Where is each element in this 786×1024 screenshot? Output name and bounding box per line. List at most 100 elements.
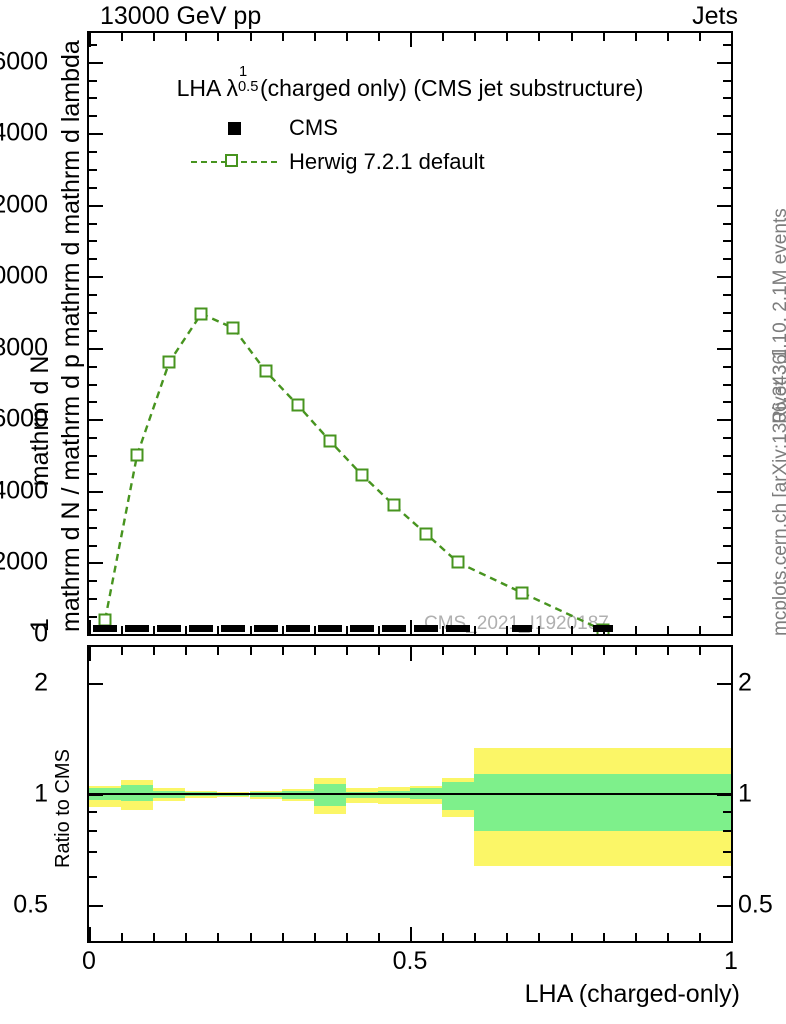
axis-tick [89,97,97,100]
axis-tick [723,401,731,404]
axis-tick [717,276,731,279]
axis-tick [723,598,731,601]
axis-tick [410,620,412,634]
legend-label-cms: CMS [289,115,338,140]
axis-tick [538,933,541,941]
axis-tick [698,933,701,941]
axis-tick [89,419,103,422]
axis-tick [723,508,731,511]
axis-tick [442,626,445,634]
axis-tick [89,526,97,529]
axis-tick [666,647,669,655]
axis-tick [377,933,380,941]
axis-tick [602,33,605,41]
cms-data-point [285,624,310,632]
axis-tick [89,347,103,350]
legend-item-herwig[interactable]: Herwig 7.2.1 default [191,145,485,179]
ratio-plot-frame [87,645,733,943]
axis-tick [723,168,731,171]
main-y-tick-label: 8000 [0,333,48,362]
legend-item-cms[interactable]: CMS [191,111,485,145]
ratio-reference-line [89,793,731,795]
axis-tick [634,647,637,655]
cms-data-point [189,624,214,632]
axis-tick [89,508,97,511]
analysis-id-watermark: CMS_2021_I1920187 [424,613,609,634]
axis-tick [474,33,477,41]
axis-tick [442,33,445,41]
main-y-tick-label: 6000 [0,404,48,433]
x-axis-label: LHA (charged-only) [524,980,740,1008]
axis-tick [89,437,97,440]
axis-tick [89,875,97,878]
axis-tick [723,240,731,243]
main-y-tick-label: 16000 [0,47,48,76]
axis-tick [153,933,156,941]
herwig-data-marker [130,448,144,462]
axis-tick [89,133,103,136]
axis-tick [313,647,316,655]
axis-tick [153,33,156,41]
axis-tick [723,222,731,225]
axis-tick [698,626,701,634]
axis-tick [723,473,731,476]
axis-tick [121,626,124,634]
axis-tick [89,455,97,458]
cms-data-point [414,624,439,632]
y-axis-label-inner: mathrm d N / mathrm d p mathrm d mathrm … [57,40,85,632]
axis-tick [698,33,701,41]
axis-tick [345,33,348,41]
plot-title-subscript: 0.5 [237,79,259,96]
axis-tick [89,61,103,64]
axis-tick [723,115,731,118]
axis-tick [410,647,412,661]
axis-tick [281,626,284,634]
axis-tick [89,401,97,404]
axis-tick [89,312,97,315]
herwig-series-line [103,312,604,632]
cms-data-point [93,624,118,632]
axis-tick [474,647,477,655]
cms-data-point [221,624,246,632]
herwig-data-marker [226,321,240,335]
axis-tick [442,933,445,941]
axis-tick [717,562,731,565]
axis-tick [89,43,97,46]
axis-tick [723,875,731,878]
axis-tick [217,647,220,655]
axis-tick [723,455,731,458]
legend-label-herwig: Herwig 7.2.1 default [289,149,485,174]
axis-tick [723,526,731,529]
axis-tick [723,383,731,386]
axis-tick [89,490,103,493]
ratio-y-tick-label-right: 1 [738,779,752,808]
cms-data-point [349,624,374,632]
axis-tick [377,647,380,655]
axis-tick [506,33,509,41]
ratio-y-tick-label-left: 0.5 [13,890,48,919]
axis-tick [89,365,97,368]
x-tick-label: 0 [82,947,96,975]
axis-tick [89,616,97,619]
axis-tick [723,437,731,440]
cms-data-point [446,624,471,632]
axis-tick [723,97,731,100]
legend-key-dashed-open-square-icon [191,151,277,173]
legend: CMS Herwig 7.2.1 default [191,111,485,179]
axis-tick [666,33,669,41]
axis-tick [281,933,284,941]
axis-tick [89,276,103,279]
ratio-band-inner [442,782,475,810]
axis-tick [89,473,97,476]
herwig-data-marker [162,355,176,369]
axis-tick [506,647,509,655]
axis-tick [89,794,103,796]
axis-tick [723,151,731,154]
main-y-tick-label: 4000 [0,476,48,505]
axis-tick [634,626,637,634]
axis-tick [121,33,124,41]
ratio-y-tick-label-left: 1 [34,779,48,808]
axis-tick [89,829,97,832]
axis-tick [89,79,97,82]
